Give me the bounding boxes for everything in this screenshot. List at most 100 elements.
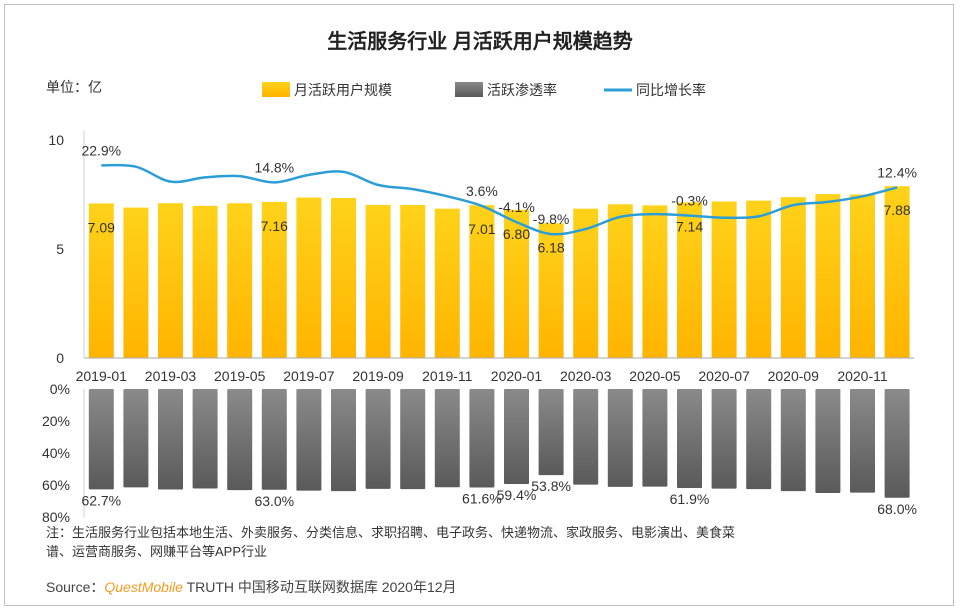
y2-tick-0%: 0% (50, 381, 70, 397)
mau-bar-2019-04 (192, 205, 218, 358)
penetration-bar-2020-10 (815, 389, 841, 493)
x-tick-2020-09: 2020-09 (768, 368, 820, 384)
y2-tick-60%: 60% (42, 477, 70, 493)
penetration-label-2019-06: 63.0% (254, 493, 294, 509)
penetration-bar-2020-11 (850, 389, 875, 493)
penetration-label-2020-06: 61.9% (670, 491, 710, 507)
x-tick-2020-03: 2020-03 (560, 368, 612, 384)
penetration-bar-2020-02 (538, 389, 564, 476)
source-suffix: TRUTH 中国移动互联网数据库 2020年12月 (183, 579, 457, 595)
y-tick-10: 10 (48, 132, 64, 148)
penetration-bar-2019-12 (469, 389, 495, 488)
mau-bar-2020-09 (780, 197, 806, 358)
penetration-bar-2020-12 (884, 389, 910, 498)
mau-bar-2019-05 (227, 203, 253, 358)
y-tick-0: 0 (56, 350, 64, 366)
mau-bar-2020-08 (746, 200, 772, 358)
footnote-line-1: 注：生活服务行业包括本地生活、外卖服务、分类信息、求职招聘、电子政务、快递物流、… (46, 525, 735, 540)
x-tick-2020-01: 2020-01 (491, 368, 543, 384)
growth-label-2020-02: -9.8% (533, 211, 570, 227)
penetration-label-2019-01: 62.7% (81, 492, 121, 508)
source-brand: QuestMobile (104, 579, 183, 595)
legend-label-penetration: 活跃渗透率 (487, 82, 557, 98)
penetration-bar-2019-03 (158, 389, 183, 490)
x-tick-2020-07: 2020-07 (698, 368, 750, 384)
mau-bar-2020-12 (884, 186, 910, 358)
mau-bar-2019-12 (469, 205, 495, 358)
mau-bar-2019-07 (296, 197, 322, 358)
mau-bars (88, 186, 910, 358)
mau-bar-2020-10 (815, 194, 841, 358)
mau-bar-2019-09 (365, 204, 391, 358)
penetration-bar-2020-05 (642, 389, 668, 487)
x-tick-2020-05: 2020-05 (629, 368, 681, 384)
chart-title: 生活服务行业 月活跃用户规模趋势 (327, 29, 633, 53)
penetration-bar-2019-07 (296, 389, 322, 491)
mau-label-2020-06: 7.14 (676, 218, 703, 234)
mau-bar-2020-07 (711, 201, 737, 358)
mau-bar-2020-04 (607, 204, 633, 358)
x-tick-2019-09: 2019-09 (352, 368, 404, 384)
penetration-bar-2019-02 (123, 389, 149, 488)
mau-bar-2020-01 (504, 209, 529, 358)
unit-label: 单位：亿 (46, 79, 102, 95)
mau-bar-2019-11 (434, 208, 460, 358)
penetration-bar-2020-06 (677, 389, 702, 489)
legend-label-mau: 月活跃用户规模 (294, 82, 392, 98)
y2-tick-80%: 80% (42, 509, 70, 525)
mau-bar-2020-02 (538, 223, 564, 358)
legend-label-growth: 同比增长率 (636, 82, 706, 98)
mau-bar-2019-08 (331, 197, 356, 358)
growth-label-2019-01: 22.9% (81, 142, 121, 158)
mau-label-2019-06: 7.16 (261, 218, 288, 234)
x-tick-2019-11: 2019-11 (422, 368, 473, 384)
penetration-bar-2019-08 (331, 389, 356, 492)
mau-bar-2019-10 (400, 204, 426, 358)
footnote-line-2: 谱、运营商服务、网赚平台等APP行业 (46, 544, 267, 559)
penetration-bars (88, 389, 910, 498)
growth-label-2019-12: 3.6% (466, 183, 498, 199)
penetration-bar-2020-09 (780, 389, 806, 492)
legend: 月活跃用户规模 活跃渗透率 同比增长率 (262, 82, 706, 98)
mau-bar-2019-01 (88, 203, 114, 358)
penetration-bar-2019-06 (261, 389, 287, 490)
penetration-bar-2019-05 (227, 389, 253, 491)
penetration-bar-2020-01 (504, 389, 529, 485)
legend-swatch-mau (262, 82, 290, 97)
x-tick-2020-11: 2020-11 (837, 368, 888, 384)
growth-label-2020-06: -0.3% (671, 193, 708, 209)
mau-label-2020-02: 6.18 (537, 239, 564, 255)
mau-bar-2020-11 (850, 194, 875, 358)
penetration-bar-2019-09 (365, 389, 391, 489)
y-tick-5: 5 (56, 241, 64, 257)
penetration-bar-2019-11 (434, 389, 460, 488)
mau-bar-2019-03 (158, 203, 183, 358)
mau-bar-2020-06 (677, 202, 702, 358)
mau-label-2019-12: 7.01 (468, 221, 495, 237)
growth-label-2019-06: 14.8% (254, 159, 294, 175)
penetration-label-2020-12: 68.0% (877, 501, 917, 517)
penetration-bar-2020-08 (746, 389, 772, 490)
penetration-bar-2019-04 (192, 389, 218, 489)
penetration-bar-2020-03 (573, 389, 599, 485)
x-tick-2019-07: 2019-07 (283, 368, 335, 384)
mau-bar-2019-06 (261, 201, 287, 358)
mau-label-2020-01: 6.80 (503, 226, 530, 242)
penetration-label-2019-12: 61.6% (462, 491, 502, 507)
mau-bar-2019-02 (123, 207, 149, 358)
penetration-label-2020-01: 59.4% (497, 487, 537, 503)
mau-bar-2020-05 (642, 205, 668, 358)
x-tick-2019-01: 2019-01 (76, 368, 128, 384)
data-labels: 7.09 7.16 7.01 6.80 6.18 7.14 7.88 22.9% 14.8% 3.… (81, 142, 917, 516)
growth-label-2020-12: 12.4% (877, 164, 917, 180)
axes: 0 5 10 0% 20% 40% 60% 80% 2019-01 2019-03 2019-05 2… (42, 130, 915, 525)
penetration-bar-2019-10 (400, 389, 426, 490)
x-tick-2019-03: 2019-03 (145, 368, 197, 384)
penetration-label-2020-02: 53.8% (531, 478, 571, 494)
mau-bar-2020-03 (573, 208, 599, 358)
mau-label-2020-12: 7.88 (883, 202, 910, 218)
source-line: Source：QuestMobile TRUTH 中国移动互联网数据库 2020… (46, 579, 457, 595)
y2-tick-20%: 20% (42, 413, 70, 429)
growth-line (101, 163, 898, 236)
